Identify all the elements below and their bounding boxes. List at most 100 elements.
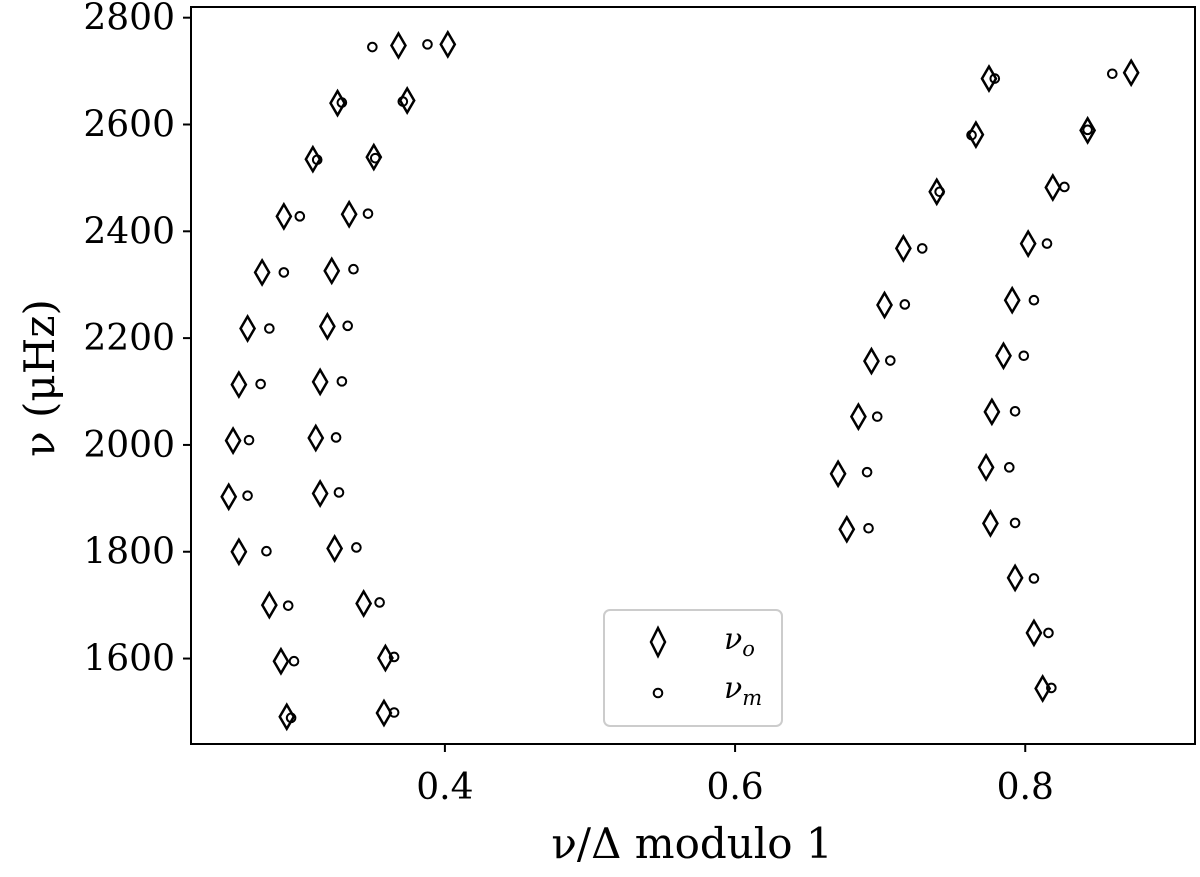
model-point xyxy=(871,411,883,422)
observed-point xyxy=(1044,173,1062,202)
y-tick-label: 2800 xyxy=(83,0,175,39)
model-point xyxy=(1028,573,1040,584)
model-point xyxy=(1107,68,1118,80)
observed-point xyxy=(1003,285,1021,315)
observed-point xyxy=(307,423,325,453)
model-point xyxy=(1018,350,1030,362)
model-point xyxy=(333,487,345,498)
model-point xyxy=(336,376,348,387)
model-point xyxy=(311,154,323,166)
observed-point xyxy=(323,256,341,286)
observed-point xyxy=(375,698,393,728)
model-point xyxy=(242,490,253,501)
observed-point xyxy=(829,459,847,489)
model-point xyxy=(342,320,353,332)
legend-label-model: νm xyxy=(724,671,762,710)
model-point xyxy=(861,466,873,478)
model-point xyxy=(1046,682,1057,694)
model-point xyxy=(288,655,300,667)
observed-point xyxy=(995,341,1012,371)
observed-point xyxy=(1006,563,1024,593)
observed-point xyxy=(876,290,893,320)
model-point xyxy=(1041,238,1053,249)
model-point xyxy=(264,323,275,334)
model-point xyxy=(934,186,945,198)
y-axis-title: ν (μHz) xyxy=(15,299,64,457)
y-tick-label: 2400 xyxy=(83,211,175,252)
observed-point xyxy=(1025,618,1043,648)
legend-label-observed: νo xyxy=(724,622,755,661)
observed-point xyxy=(1122,58,1140,88)
model-point xyxy=(388,651,400,663)
observed-point xyxy=(365,142,383,172)
model-point xyxy=(243,434,255,446)
model-point xyxy=(330,432,342,443)
observed-point xyxy=(1034,673,1052,703)
model-point xyxy=(916,243,928,254)
x-axis-title: ν/Δ modulo 1 xyxy=(551,819,832,868)
legend-diamond-icon xyxy=(649,625,667,659)
observed-point xyxy=(311,479,329,509)
y-tick-label: 2200 xyxy=(83,318,175,359)
legend-box xyxy=(603,609,783,727)
observed-point xyxy=(838,514,856,544)
legend: νo νm xyxy=(603,609,783,727)
model-point xyxy=(282,600,294,611)
x-tick-label: 0.8 xyxy=(997,767,1054,808)
observed-point xyxy=(355,589,373,619)
observed-point xyxy=(849,402,867,432)
model-point xyxy=(285,712,297,724)
model-point xyxy=(351,542,362,553)
model-point xyxy=(966,129,977,141)
observed-point xyxy=(220,482,238,512)
model-point xyxy=(899,299,911,310)
observed-point xyxy=(260,590,278,620)
model-point xyxy=(278,267,290,278)
y-tick-label: 2000 xyxy=(83,425,175,466)
model-point xyxy=(255,378,266,390)
y-tick-label: 1600 xyxy=(83,639,175,680)
model-point xyxy=(362,208,374,219)
observed-point xyxy=(230,537,248,567)
x-tick-label: 0.4 xyxy=(416,767,473,808)
observed-point xyxy=(318,311,336,341)
observed-point xyxy=(275,201,293,231)
model-point xyxy=(369,152,381,164)
model-point xyxy=(294,211,306,222)
observed-point xyxy=(894,233,912,263)
observed-point xyxy=(340,199,358,229)
model-point xyxy=(989,73,1001,84)
model-point xyxy=(1003,462,1015,473)
observed-point xyxy=(981,508,999,538)
observed-point xyxy=(1079,115,1097,145)
model-point xyxy=(374,597,385,608)
observed-point xyxy=(239,314,257,343)
model-point xyxy=(1028,294,1040,306)
observed-point xyxy=(224,426,242,456)
axis-ticks: 0.4 0.6 0.8 1600 1800 2000 2200 2400 2600 2800 xyxy=(83,0,1054,808)
model-point xyxy=(336,97,348,108)
model-point xyxy=(367,41,378,53)
model-point xyxy=(422,39,433,50)
observed-point xyxy=(863,346,880,376)
y-tick-label: 1800 xyxy=(83,532,175,573)
observed-point xyxy=(390,30,407,60)
observed-point xyxy=(230,370,248,400)
model-point xyxy=(397,96,409,107)
observed-point xyxy=(311,367,329,397)
observed-point xyxy=(253,257,271,287)
model-point xyxy=(1082,124,1093,136)
model-point xyxy=(1059,181,1070,193)
model-point xyxy=(1043,627,1054,639)
model-point xyxy=(261,545,272,557)
legend-circle-icon xyxy=(652,687,664,699)
model-point xyxy=(1009,405,1021,417)
y-tick-label: 2600 xyxy=(83,104,175,145)
x-tick-label: 0.6 xyxy=(706,767,763,808)
model-point xyxy=(863,522,874,534)
model-point xyxy=(885,355,896,366)
model-point xyxy=(348,263,359,275)
observed-point xyxy=(1019,229,1037,259)
model-point xyxy=(388,707,400,718)
